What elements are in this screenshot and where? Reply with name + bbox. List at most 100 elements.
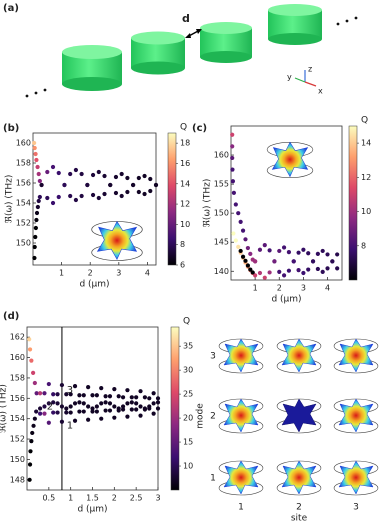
data-point (77, 409, 82, 414)
data-point (42, 411, 47, 416)
ellipsis (25, 16, 358, 98)
data-point (33, 225, 38, 231)
data-point (155, 406, 161, 411)
data-point (148, 188, 153, 194)
data-point (77, 393, 82, 398)
data-point (28, 449, 33, 454)
field-inset (91, 221, 143, 261)
colorbar (348, 125, 358, 281)
data-point (55, 392, 60, 397)
y-tick-label: 152 (10, 435, 25, 444)
colorbar-tick-label: 10 (361, 207, 371, 216)
cylinder (200, 22, 252, 63)
axis-name: x (318, 87, 323, 96)
data-point (90, 406, 95, 411)
x-tick-label: 2 (277, 284, 282, 293)
data-point (262, 275, 267, 280)
data-point (59, 419, 65, 424)
data-point (231, 190, 236, 195)
colorbar-tick-label: 8 (180, 240, 185, 249)
data-point (113, 190, 119, 196)
x-axis-label: d (μm) (77, 505, 107, 515)
data-point (296, 268, 301, 273)
data-point (39, 182, 44, 188)
y-tick-label: 160 (10, 353, 25, 362)
y-tick-label: 156 (10, 394, 25, 403)
data-point (335, 266, 340, 271)
panel-a: (a) d z y x (3, 3, 358, 98)
colorbar-tick-label: 35 (183, 342, 193, 351)
data-point (315, 251, 320, 256)
data-point (33, 151, 38, 157)
data-point (116, 394, 121, 399)
data-point (291, 259, 296, 264)
data-point (248, 251, 253, 256)
data-point (108, 182, 113, 188)
data-point (306, 267, 311, 272)
data-point (243, 258, 248, 263)
plot-frame (32, 132, 157, 266)
data-point (94, 409, 99, 414)
data-point (138, 413, 143, 418)
data-point (51, 410, 56, 415)
data-point (46, 420, 51, 425)
data-point (131, 182, 136, 188)
data-point (315, 266, 320, 272)
colorbar-tick-label: 6 (180, 261, 185, 270)
data-point (32, 145, 37, 151)
data-point (38, 406, 43, 411)
field-inset (266, 141, 314, 179)
data-point (90, 192, 96, 198)
data-point (230, 155, 235, 161)
x-tick-label: 4 (325, 284, 330, 293)
data-point (148, 176, 153, 182)
x-tick-label: 3 (155, 494, 160, 503)
data-point (103, 394, 108, 399)
data-point (134, 401, 139, 406)
data-point (38, 411, 43, 416)
data-point (238, 219, 243, 224)
data-point (116, 406, 121, 411)
y-tick-label: 156 (16, 179, 31, 188)
data-point (112, 404, 117, 409)
data-point (147, 404, 152, 409)
data-point (267, 270, 272, 275)
data-point (85, 182, 90, 188)
y-tick-label: 154 (16, 199, 31, 208)
x-tick-label: 1 (68, 494, 73, 503)
data-point (277, 269, 282, 274)
data-point (142, 173, 147, 179)
y-tick-label: 158 (10, 373, 25, 382)
x-tick-label: 3 (116, 269, 121, 278)
y-tick-label: 148 (10, 475, 25, 484)
data-point (36, 171, 41, 177)
y-tick-label: 150 (16, 239, 31, 248)
y-tick-label: 152 (16, 219, 31, 228)
data-point (46, 381, 51, 387)
x-tick-label: 2.5 (130, 494, 143, 503)
data-point (50, 200, 56, 206)
colorbar (167, 132, 177, 266)
data-point (233, 238, 238, 243)
data-point (32, 140, 37, 146)
data-point (27, 337, 32, 342)
data-point (245, 245, 250, 251)
data-point (42, 391, 47, 396)
data-point (125, 401, 130, 406)
data-point (99, 416, 104, 421)
data-point (301, 270, 306, 276)
data-point (56, 170, 61, 176)
data-point (72, 418, 78, 423)
data-point (64, 410, 69, 415)
colorbar-tick-label: 10 (180, 220, 190, 229)
data-point (230, 144, 235, 149)
data-point (335, 252, 340, 257)
y-axis-label: mode (196, 403, 206, 429)
data-point (59, 382, 65, 388)
data-point (129, 407, 134, 412)
cylinder (62, 45, 122, 91)
data-point (119, 193, 124, 199)
y-tick-label: 160 (16, 139, 31, 148)
data-point (230, 132, 235, 137)
colorbar-tick-label: 15 (183, 438, 193, 447)
